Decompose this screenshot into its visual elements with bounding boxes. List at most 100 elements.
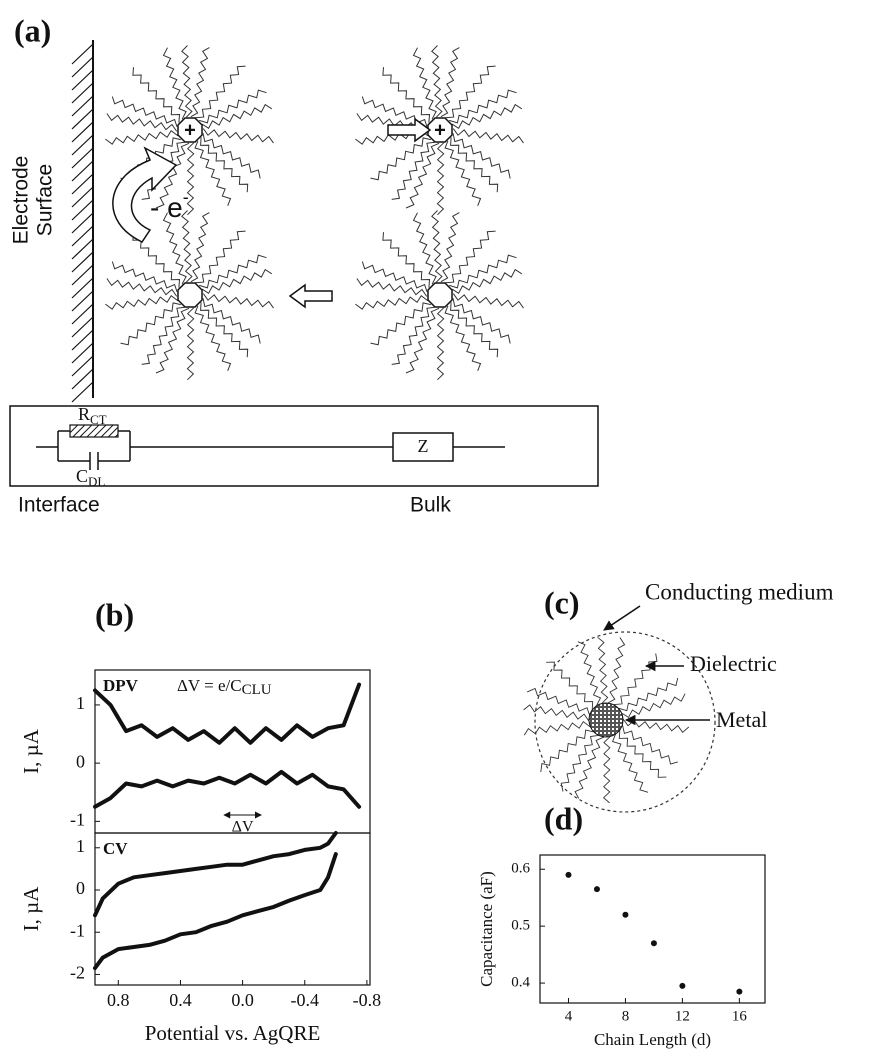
alkyl-chain bbox=[186, 307, 195, 381]
chart-title: DPV bbox=[103, 676, 139, 695]
alkyl-chain bbox=[444, 305, 482, 371]
hatch-line bbox=[71, 56, 94, 78]
hatch-line bbox=[71, 147, 94, 169]
annotation: ΔV = e/CCLU bbox=[177, 676, 272, 699]
hollow-arrow bbox=[288, 283, 333, 309]
alkyl-chain bbox=[202, 133, 261, 179]
curve bbox=[93, 831, 338, 918]
alkyl-chain bbox=[162, 212, 187, 285]
electron-text: - e bbox=[150, 192, 183, 223]
resistor bbox=[69, 424, 119, 438]
hatch-line bbox=[71, 199, 94, 221]
hatch-line bbox=[71, 173, 94, 195]
medium-boundary bbox=[534, 631, 716, 813]
alkyl-chain bbox=[202, 293, 274, 309]
panel-label: (d) bbox=[544, 800, 583, 836]
charge: + bbox=[434, 119, 446, 141]
y-tick-label: 0.6 bbox=[511, 861, 530, 877]
alkyl-chain bbox=[431, 210, 443, 283]
y-tick-label: 1 bbox=[76, 836, 85, 856]
bulk-label: Bulk bbox=[410, 494, 451, 517]
hatch-line bbox=[71, 381, 94, 403]
cluster-core bbox=[177, 117, 203, 143]
cluster-core bbox=[177, 282, 203, 308]
hatch-line bbox=[71, 277, 94, 299]
alkyl-chain bbox=[452, 293, 524, 309]
alkyl-chain bbox=[607, 637, 626, 704]
alkyl-chain bbox=[440, 212, 460, 283]
alkyl-chain bbox=[449, 254, 517, 289]
alkyl-chain bbox=[621, 693, 686, 719]
metal-label: Metal bbox=[716, 707, 767, 732]
hatch-line bbox=[71, 368, 94, 390]
alkyl-chain bbox=[527, 687, 590, 716]
alkyl-chain bbox=[560, 734, 599, 792]
alkyl-chain bbox=[202, 128, 274, 144]
alkyl-chain bbox=[186, 142, 195, 216]
x-tick-label: -0.4 bbox=[290, 990, 319, 1010]
hatch-line bbox=[71, 238, 94, 260]
hatch-line bbox=[71, 212, 94, 234]
alkyl-chain bbox=[440, 47, 460, 118]
y-tick-label: 0 bbox=[76, 751, 85, 771]
alkyl-chain bbox=[202, 298, 261, 344]
alkyl-chain bbox=[200, 137, 249, 193]
x-tick-label: 4 bbox=[565, 1008, 573, 1024]
y-tick-label: -1 bbox=[70, 920, 85, 940]
alkyl-chain bbox=[444, 140, 482, 206]
dielectric-label: Dielectric bbox=[690, 651, 777, 676]
alkyl-chain bbox=[391, 306, 435, 365]
alkyl-chain bbox=[449, 89, 517, 124]
annotation-text: ΔV = e/C bbox=[177, 676, 242, 695]
y-tick-label: 1 bbox=[76, 693, 85, 713]
alkyl-chain bbox=[199, 254, 267, 289]
alkyl-chain bbox=[155, 142, 190, 209]
alkyl-chain bbox=[574, 736, 605, 799]
alkyl-chain bbox=[436, 307, 445, 381]
hatch-line bbox=[71, 108, 94, 130]
x-tick-label: 0.8 bbox=[107, 990, 130, 1010]
metal-core bbox=[588, 702, 624, 738]
hatch-line bbox=[71, 251, 94, 273]
y-axis-label: Capacitance (aF) bbox=[477, 871, 496, 987]
y-axis-label: I, µA bbox=[19, 728, 43, 774]
alkyl-chain bbox=[451, 268, 523, 295]
hatch-line bbox=[71, 290, 94, 312]
alkyl-chain bbox=[540, 729, 594, 773]
alkyl-chain bbox=[452, 128, 524, 144]
c: C bbox=[76, 466, 88, 486]
alkyl-chain bbox=[141, 306, 185, 365]
x-tick-label: 12 bbox=[675, 1008, 690, 1024]
plot-frame bbox=[539, 854, 766, 1004]
hatch-line bbox=[71, 264, 94, 286]
panel-label: (c) bbox=[544, 584, 580, 620]
alkyl-chain bbox=[597, 636, 609, 704]
alkyl-chain bbox=[612, 734, 649, 793]
alkyl-chain bbox=[618, 677, 679, 712]
data-point bbox=[622, 911, 629, 918]
hatch-line bbox=[71, 95, 94, 117]
alkyl-chain bbox=[412, 47, 437, 120]
annotation-sub: CLU bbox=[242, 682, 272, 698]
arrow-label: ΔV bbox=[232, 819, 254, 836]
alkyl-chain bbox=[120, 302, 181, 346]
alkyl-chain bbox=[382, 67, 431, 123]
x-tick-label: 0.0 bbox=[231, 990, 254, 1010]
electrode-label: Electrode bbox=[10, 156, 33, 245]
hatch-line bbox=[71, 160, 94, 182]
data-point bbox=[736, 988, 743, 995]
medium-label: Conducting medium bbox=[645, 579, 834, 604]
alkyl-chain bbox=[370, 137, 431, 181]
alkyl-chain bbox=[356, 278, 428, 297]
hatch-line bbox=[71, 121, 94, 143]
alkyl-chain bbox=[436, 142, 445, 216]
hatch-line bbox=[71, 69, 94, 91]
y-tick-label: 0.5 bbox=[511, 918, 530, 934]
alkyl-chain bbox=[450, 302, 499, 358]
hatch-line bbox=[71, 329, 94, 351]
x-tick-label: 0.4 bbox=[169, 990, 192, 1010]
alkyl-chain bbox=[201, 268, 273, 295]
alkyl-chain bbox=[451, 103, 523, 130]
y-axis-label: I, µA bbox=[19, 886, 43, 932]
